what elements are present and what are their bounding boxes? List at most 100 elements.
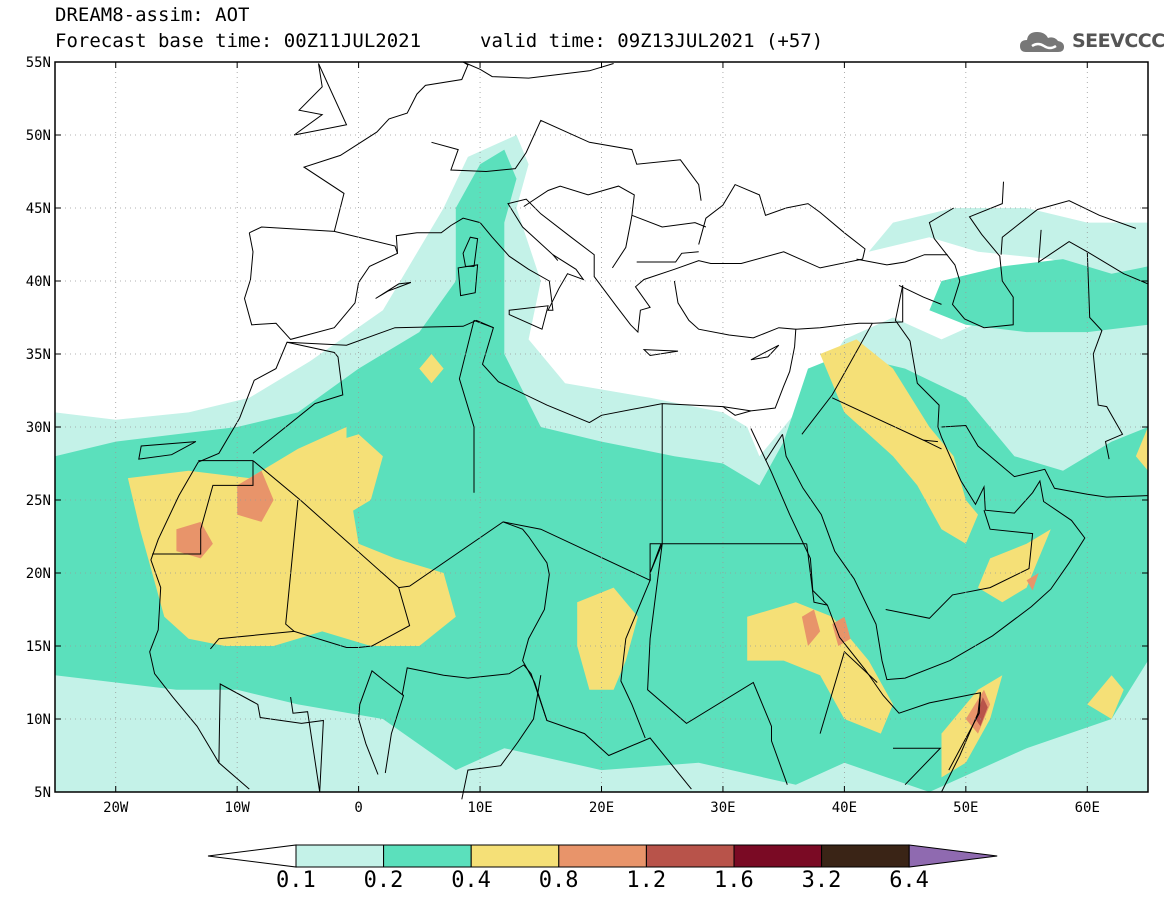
colorbar-label: 1.2 [626, 868, 667, 893]
coastline [294, 587, 411, 648]
colorbar-segment [733, 844, 823, 868]
coastline [620, 580, 651, 739]
aot-region [1026, 573, 1039, 591]
colorbar-label: 0.1 [276, 868, 316, 893]
coastline [502, 521, 550, 683]
colorbar-segment [645, 844, 735, 868]
island [293, 63, 348, 136]
lon-tick-label: 40E [832, 800, 857, 816]
cloud-icon [1020, 32, 1064, 52]
coastline [631, 214, 707, 228]
coastline [290, 697, 321, 793]
coastline [647, 543, 788, 785]
island [375, 282, 411, 299]
colorbar-label: 0.2 [363, 868, 404, 893]
lon-tick-label: 10E [467, 800, 492, 816]
coastline [885, 510, 1034, 619]
lon-tick-label: 10W [225, 800, 251, 816]
aot-region [127, 427, 456, 646]
lon-tick-label: 30E [710, 800, 735, 816]
lat-tick-label: 15N [26, 639, 51, 655]
coastline [722, 406, 752, 416]
coastline [636, 251, 699, 263]
aot-region [1135, 427, 1148, 471]
coastline [534, 682, 692, 790]
coastline [894, 285, 940, 428]
coastline [1038, 229, 1149, 285]
coastline [302, 61, 469, 232]
aot-region [747, 602, 893, 734]
lon-tick-label: 0 [354, 800, 362, 816]
coastline [1086, 251, 1124, 460]
lat-tick-label: 10N [26, 712, 51, 728]
aot-region [801, 609, 821, 646]
colorbar-label: 0.4 [451, 868, 491, 893]
lat-tick-label: 55N [26, 55, 51, 71]
coastline [1000, 200, 1137, 255]
island [138, 441, 197, 460]
aot-region [334, 434, 383, 515]
lat-tick-label: 40N [26, 274, 51, 290]
chart-title: DREAM8-assim: AOT [55, 4, 250, 26]
lat-tick-label: 25N [26, 493, 51, 509]
coastline [523, 185, 635, 269]
colorbar-label: 6.4 [889, 868, 929, 893]
colorbar-segment [908, 844, 998, 868]
lat-tick-label: 20N [26, 566, 51, 582]
coastline [252, 460, 807, 589]
coastline [218, 683, 324, 793]
coastline [473, 319, 494, 329]
logo-text: SEEVCCC [1072, 30, 1165, 52]
coastline [765, 434, 783, 461]
colorbar-segment [207, 844, 297, 868]
aot-region [820, 339, 978, 544]
colorbar-segment [558, 844, 647, 868]
island [508, 305, 549, 330]
coastline [552, 254, 559, 261]
lat-tick-label: 45N [26, 201, 51, 217]
coastline [750, 428, 981, 793]
colorbar-label: 0.8 [538, 868, 579, 893]
aot-region [176, 521, 213, 559]
colorbar-segment [295, 844, 385, 868]
coastline [458, 320, 475, 493]
coastline [941, 424, 1149, 498]
coastline [923, 439, 942, 450]
island [457, 264, 479, 297]
lon-tick-label: 20E [589, 800, 614, 816]
axis-ticks: 55N 50N 45N 40N 35N 30N 25N 20N 15N 10N 5N 20W 10W 0 1… [26, 55, 1148, 816]
coastline [243, 226, 399, 340]
aot-region [419, 354, 444, 384]
colorbar-segment [470, 844, 560, 868]
aot-region [1087, 675, 1124, 719]
coastline [461, 675, 542, 800]
coastline [948, 692, 981, 771]
lon-tick-label: 60E [1075, 800, 1100, 816]
valid-time: valid time: 09Z13JUL2021 (+57) [480, 30, 824, 52]
coastline [431, 119, 702, 201]
aot-region [237, 470, 274, 522]
island [642, 349, 679, 357]
coastline [898, 284, 942, 305]
coastline [462, 61, 614, 79]
lat-tick-label: 5N [34, 785, 51, 801]
coastline [395, 183, 866, 334]
coastline [928, 181, 1014, 329]
coastline [806, 543, 828, 606]
coastline [782, 426, 1086, 681]
colorbar-segment [383, 844, 472, 868]
coastline [252, 341, 344, 454]
lat-tick-label: 30N [26, 420, 51, 436]
lat-tick-label: 50N [26, 128, 51, 144]
lat-tick-label: 35N [26, 347, 51, 363]
coastline [893, 747, 942, 786]
colorbar-segment [821, 844, 910, 868]
coastline [819, 650, 878, 734]
coastline [358, 669, 405, 775]
aot-region [832, 616, 851, 646]
coastline [649, 403, 663, 581]
aot-region [975, 697, 988, 727]
colorbar [207, 844, 998, 868]
island [750, 344, 780, 361]
